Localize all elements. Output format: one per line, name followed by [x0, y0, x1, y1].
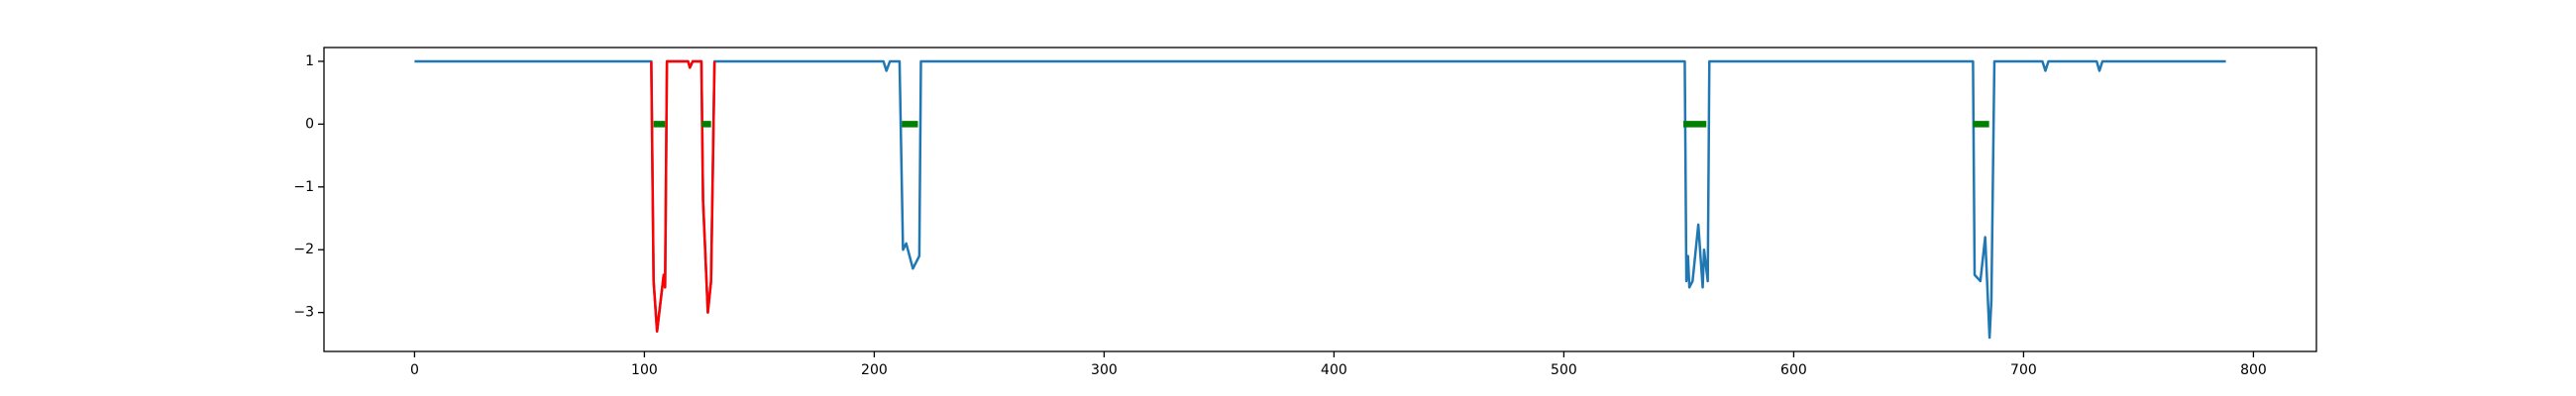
y-tick-label: 1 [305, 53, 314, 69]
x-tick-label: 700 [2010, 362, 2037, 378]
x-tick-label: 800 [2240, 362, 2267, 378]
y-tick-label: 0 [305, 116, 314, 132]
line [414, 59, 2226, 340]
plot-frame [323, 47, 2317, 352]
x-tick-label: 0 [410, 362, 419, 378]
x-tick-label: 200 [861, 362, 888, 378]
x-tick-label: 500 [1551, 362, 1577, 378]
x-tick-label: 600 [1780, 362, 1807, 378]
y-tick-label: −2 [293, 242, 314, 257]
y-tick-label: −1 [293, 179, 314, 195]
line [650, 59, 716, 333]
x-tick-label: 400 [1321, 362, 1347, 378]
x-tick-label: 100 [631, 362, 658, 378]
x-tick-label: 300 [1091, 362, 1118, 378]
y-tick-label: −3 [293, 305, 314, 321]
